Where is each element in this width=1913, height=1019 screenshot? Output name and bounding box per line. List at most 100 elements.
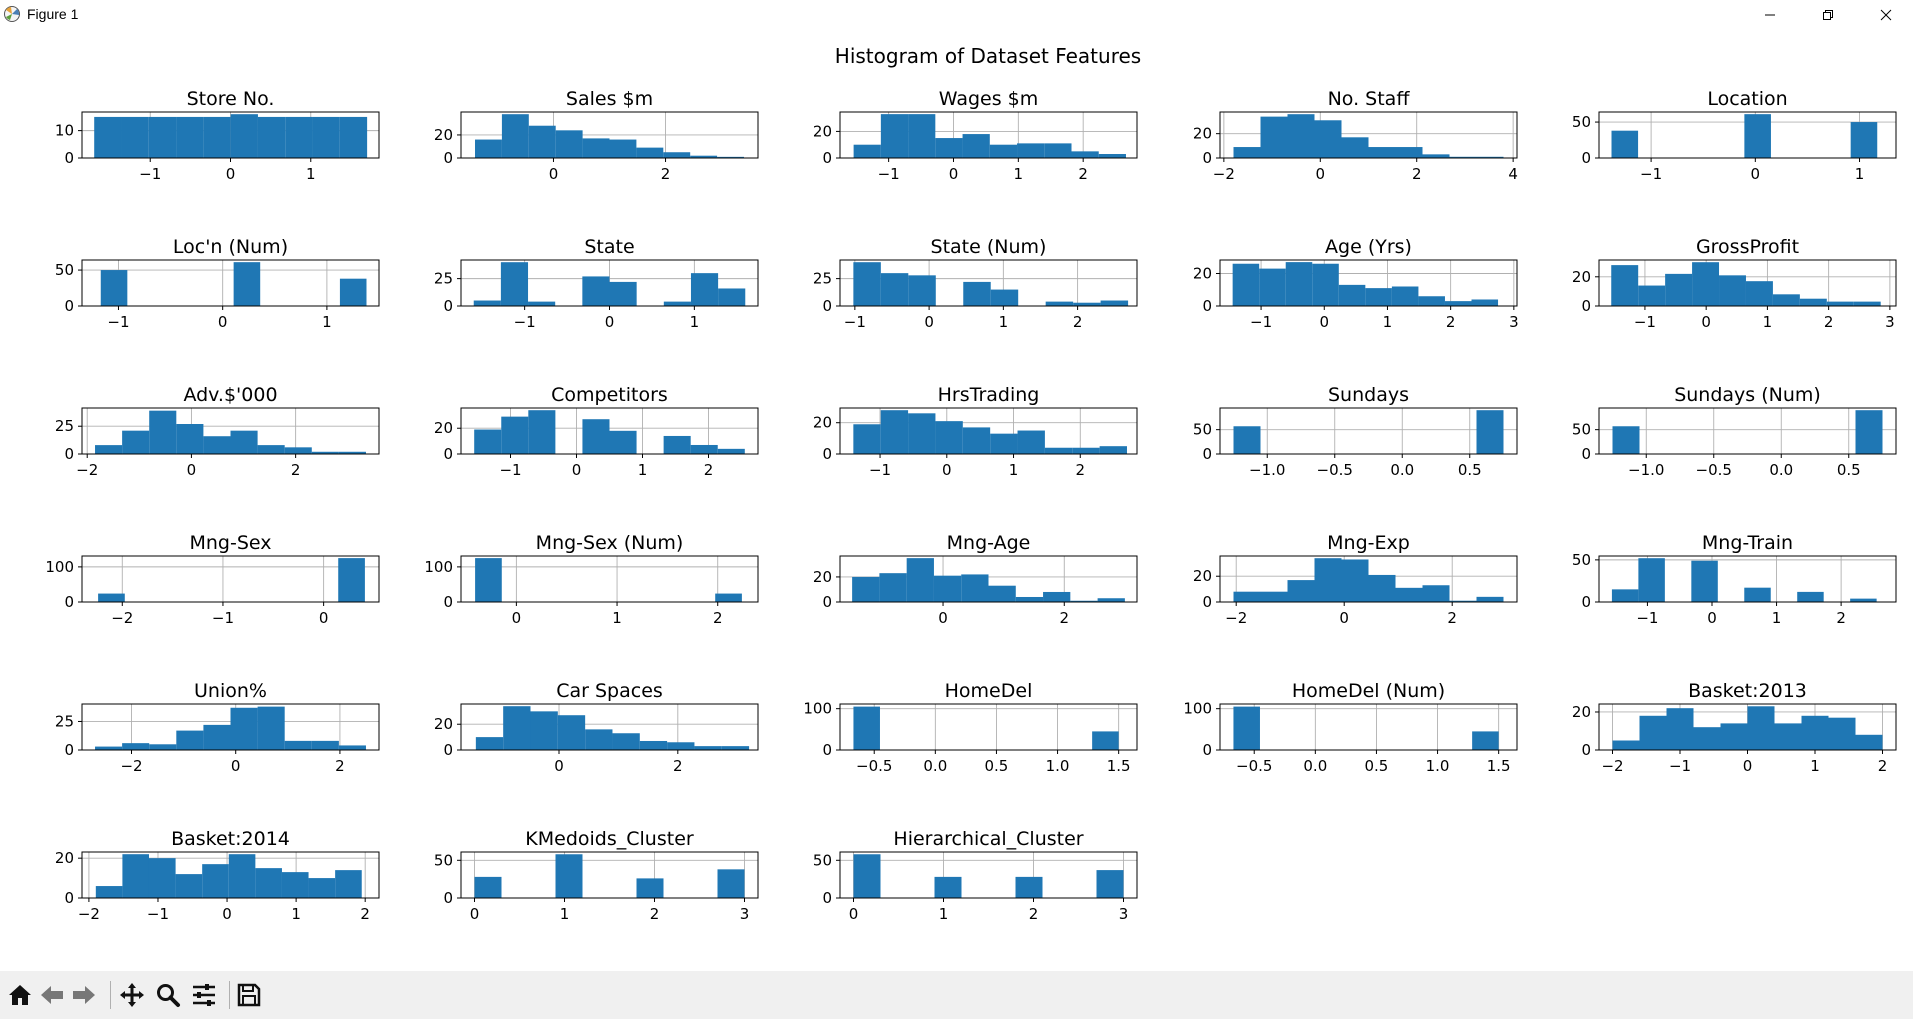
histogram-bar: [1015, 596, 1044, 602]
x-tick-label: 0: [938, 609, 948, 627]
histogram-bar: [1072, 447, 1100, 454]
x-tick-label: 1: [939, 905, 949, 923]
axes-frame: [460, 407, 759, 455]
histogram-bar: [257, 116, 286, 158]
x-tick-label: −2: [76, 461, 98, 479]
histogram-bar: [663, 301, 691, 306]
histogram-panel: Location −1 0 1 0 50: [1572, 88, 1897, 183]
histogram-bar: [1772, 294, 1800, 306]
forward-button[interactable]: [69, 981, 99, 1009]
x-tick-label: 1: [1855, 165, 1865, 183]
histogram-bar: [230, 430, 258, 454]
histogram-bar: [1097, 598, 1125, 602]
x-tick-label: 3: [740, 905, 750, 923]
y-tick-label: 0: [1581, 593, 1591, 611]
histogram-bar: [1449, 600, 1477, 602]
x-tick-label: −2: [1213, 165, 1235, 183]
axes-frame: [839, 703, 1138, 751]
x-tick-label: 0: [942, 461, 952, 479]
histogram-bar: [1472, 731, 1499, 750]
histogram-bar: [501, 416, 529, 454]
x-tick-label: 2: [1447, 609, 1457, 627]
y-tick-label: 20: [813, 568, 832, 586]
x-tick-label: 1: [1383, 313, 1393, 331]
x-tick-label: −1: [878, 165, 900, 183]
histogram-bar: [636, 147, 664, 158]
histogram-bar: [557, 715, 586, 750]
x-tick-label: 0: [222, 905, 232, 923]
histogram-bar: [1797, 591, 1824, 602]
x-tick-label: −0.5: [1696, 461, 1732, 479]
restore-button[interactable]: [1799, 0, 1857, 29]
histogram-bar: [1855, 734, 1883, 750]
home-button[interactable]: [5, 981, 35, 1009]
histogram-bar: [230, 114, 258, 158]
histogram-bar: [1098, 154, 1126, 158]
navigation-toolbar: [0, 971, 1913, 1019]
x-tick-label: 2: [1059, 609, 1069, 627]
histogram-bar: [475, 737, 504, 750]
histogram-bar: [908, 275, 936, 306]
histogram-bar: [721, 746, 750, 750]
x-tick-label: 2: [1446, 313, 1456, 331]
y-tick-label: 10: [55, 122, 74, 140]
histogram-bar: [1638, 558, 1665, 602]
pan-icon: [120, 983, 144, 1007]
x-tick-label: 1.5: [1107, 757, 1131, 775]
histogram-bar: [98, 593, 125, 602]
save-button[interactable]: [234, 981, 264, 1009]
save-icon: [237, 983, 261, 1007]
subplot-title: GrossProfit: [1696, 236, 1799, 258]
y-tick-label: 50: [1572, 113, 1591, 131]
minimize-icon: [1765, 14, 1775, 15]
histogram-panel: Loc'n (Num) −1 0 1 0 50: [55, 236, 380, 331]
toolbar-separator: [110, 981, 111, 1009]
x-tick-label: −0.5: [856, 757, 892, 775]
y-tick-label: 0: [822, 741, 832, 759]
y-tick-label: 0: [822, 297, 832, 315]
histogram-bar: [203, 436, 231, 454]
y-tick-label: 0: [443, 445, 453, 463]
subplot-title: Basket:2014: [171, 828, 290, 850]
histogram-bar: [1745, 281, 1773, 306]
histogram-bar: [609, 139, 637, 158]
histogram-bar: [475, 558, 502, 602]
x-tick-label: 0.5: [985, 757, 1009, 775]
histogram-bar: [284, 447, 312, 454]
histogram-bar: [1638, 285, 1666, 306]
histogram-bar: [718, 288, 746, 306]
x-tick-label: −1: [139, 165, 161, 183]
subplot-title: State (Num): [931, 236, 1047, 258]
histogram-bar: [1744, 114, 1771, 158]
figure-canvas[interactable]: Histogram of Dataset Features Store No. −…: [0, 29, 1913, 971]
zoom-button[interactable]: [153, 981, 183, 1009]
x-tick-label: −0.5: [1317, 461, 1353, 479]
histogram-bar: [1692, 262, 1720, 306]
subplot-title: Adv.$'000: [183, 384, 277, 406]
histogram-bar: [853, 424, 881, 454]
back-button[interactable]: [37, 981, 67, 1009]
x-tick-label: 2: [1412, 165, 1422, 183]
axes-frame: [1598, 555, 1897, 603]
histogram-bar: [962, 134, 990, 158]
histogram-bar: [202, 864, 229, 898]
axes-frame: [460, 555, 759, 603]
x-tick-label: 0: [218, 313, 228, 331]
histogram-bar: [339, 278, 367, 306]
histogram-bar: [1259, 268, 1286, 306]
pan-button[interactable]: [117, 981, 147, 1009]
x-tick-label: −1: [844, 313, 866, 331]
subplot-title: Location: [1707, 88, 1787, 110]
close-button[interactable]: [1857, 0, 1913, 29]
subplot-title: No. Staff: [1328, 88, 1411, 110]
histogram-bar: [1341, 137, 1369, 158]
axes-frame: [1219, 703, 1518, 751]
configure-subplots-button[interactable]: [189, 981, 219, 1009]
subplot-title: Mng-Train: [1702, 532, 1793, 554]
minimize-button[interactable]: [1741, 0, 1799, 29]
histogram-bar: [1774, 723, 1802, 750]
x-tick-label: −1: [147, 905, 169, 923]
histogram-bar: [582, 276, 610, 306]
